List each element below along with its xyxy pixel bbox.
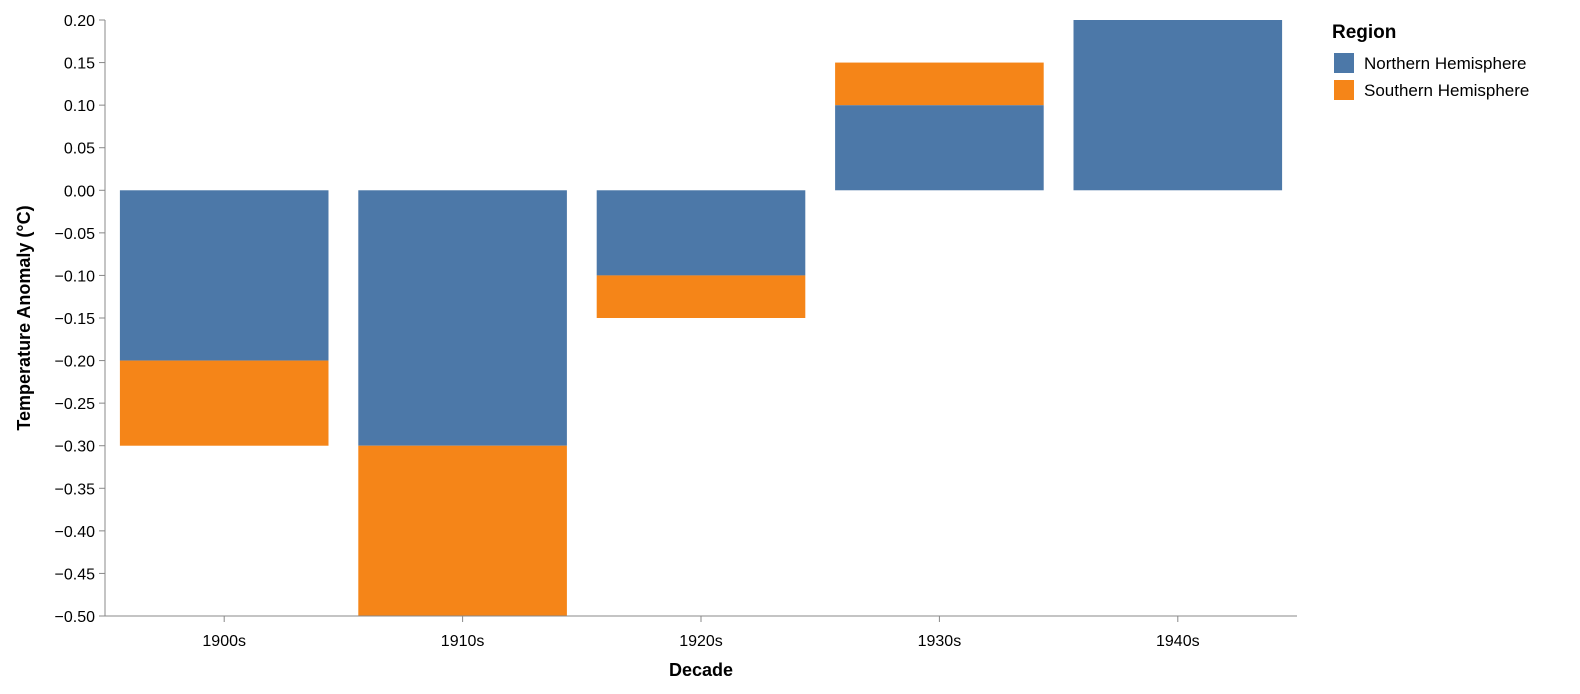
bar-1900s-northern [119, 190, 329, 361]
legend: Region Northern Hemisphere Southern Hemis… [1332, 22, 1529, 100]
y-tick-label: −0.10 [55, 268, 96, 285]
legend-swatch-northern [1334, 53, 1354, 73]
bar-1900s-southern [119, 360, 329, 446]
y-tick-label: 0.05 [64, 141, 95, 158]
y-tick-label: −0.50 [55, 609, 96, 626]
x-tick-label: 1930s [918, 633, 962, 650]
bar-1920s-northern [596, 190, 806, 276]
y-tick-label: −0.45 [55, 566, 96, 583]
bar-1910s-northern [358, 190, 567, 446]
y-tick-label: −0.40 [55, 524, 96, 541]
y-tick-label: 0.15 [64, 56, 95, 73]
bar-1910s-southern [358, 445, 567, 616]
bar-1930s-northern [835, 105, 1044, 191]
bars-layer [119, 20, 1283, 616]
y-tick-label: 0.20 [64, 13, 95, 30]
y-tick-label: −0.35 [55, 481, 96, 498]
x-axis-title: Decade [669, 660, 733, 680]
y-axis-title: Temperature Anomaly (°C) [14, 205, 34, 430]
y-axis: 0.20 0.15 0.10 0.05 0.00 −0.05 −0.10 −0.15 −0.20… [55, 13, 106, 626]
x-tick-label: 1910s [441, 633, 485, 650]
x-tick-label: 1920s [679, 633, 723, 650]
y-tick-label: −0.05 [55, 226, 96, 243]
bar-1940s-northern [1073, 20, 1283, 191]
y-tick-label: 0.00 [64, 183, 95, 200]
x-axis: 1900s 1910s 1920s 1930s 1940s [105, 615, 1297, 650]
legend-title: Region [1332, 22, 1396, 43]
bar-1920s-southern [596, 275, 806, 318]
legend-label-northern: Northern Hemisphere [1364, 54, 1527, 73]
y-tick-label: −0.25 [55, 396, 96, 413]
y-tick-label: −0.30 [55, 439, 96, 456]
x-tick-label: 1900s [202, 633, 246, 650]
x-tick-label: 1940s [1156, 633, 1200, 650]
y-tick-label: 0.10 [64, 98, 95, 115]
y-tick-label: −0.20 [55, 354, 96, 371]
legend-label-southern: Southern Hemisphere [1364, 81, 1529, 100]
legend-swatch-southern [1334, 80, 1354, 100]
bar-1930s-southern [835, 62, 1044, 106]
y-tick-label: −0.15 [55, 311, 96, 328]
